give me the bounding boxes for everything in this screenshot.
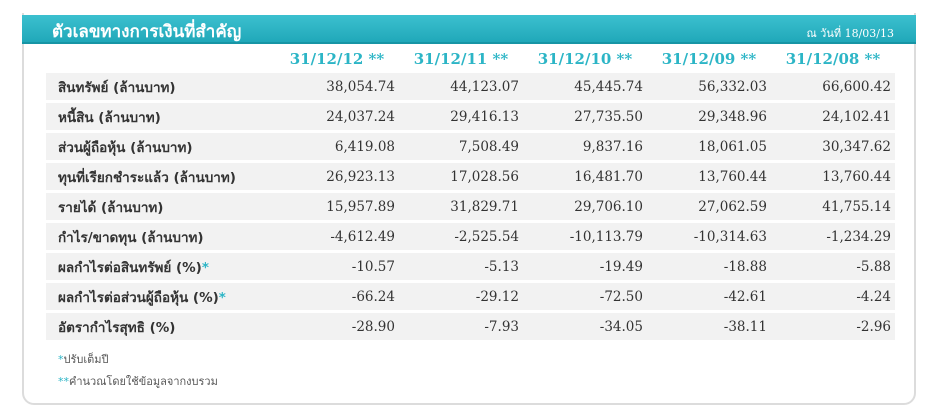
column-header-2012: 31/12/12 **: [289, 50, 385, 68]
row-label-text: ผลกำไรต่อสินทรัพย์ (%): [58, 259, 202, 276]
row-label: รายได้ (ล้านบาท): [46, 193, 275, 220]
value-cell: 29,348.96: [647, 103, 771, 130]
value-cell: -10.57: [275, 253, 399, 280]
row-label-text: ส่วนผู้ถือหุ้น (ล้านบาท): [58, 139, 193, 156]
row-label-text: รายได้ (ล้านบาท): [58, 199, 164, 216]
value-cell: 29,416.13: [399, 103, 523, 130]
footnote-adjusted: *ปรับเต็มปี: [58, 350, 109, 368]
value-cell: -29.12: [399, 283, 523, 310]
row-label: สินทรัพย์ (ล้านบาท): [46, 73, 275, 100]
value-cell: 38,054.74: [275, 73, 399, 100]
footnote-star: *: [201, 259, 209, 276]
value-cell: -10,314.63: [647, 223, 771, 250]
table-row: ส่วนผู้ถือหุ้น (ล้านบาท) 6,419.08 7,508.49…: [46, 133, 895, 160]
value-cell: -34.05: [523, 313, 647, 340]
value-cell: -38.11: [647, 313, 771, 340]
value-cell: 31,829.71: [399, 193, 523, 220]
value-cell: -4.24: [771, 283, 895, 310]
value-cell: 6,419.08: [275, 133, 399, 160]
row-label: ส่วนผู้ถือหุ้น (ล้านบาท): [46, 133, 275, 160]
footnote-star: *: [218, 289, 226, 306]
value-cell: 56,332.03: [647, 73, 771, 100]
table-row: ผลกำไรต่อส่วนผู้ถือหุ้น (%)* -66.24 -29.12…: [46, 283, 895, 310]
footnote-text: ปรับเต็มปี: [63, 353, 109, 366]
value-cell: -28.90: [275, 313, 399, 340]
value-cell: -66.24: [275, 283, 399, 310]
row-label-text: สินทรัพย์ (ล้านบาท): [58, 79, 176, 96]
column-header-2010: 31/12/10 **: [537, 50, 633, 68]
value-cell: 29,706.10: [523, 193, 647, 220]
table-row: กำไร/ขาดทุน (ล้านบาท) -4,612.49 -2,525.54-…: [46, 223, 895, 250]
financial-table: 31/12/12 ** 31/12/11 ** 31/12/10 ** 31/1…: [46, 45, 895, 343]
column-header-2009: 31/12/09 **: [661, 50, 757, 68]
column-header-label: [46, 48, 275, 70]
row-label-text: อัตรากำไรสุทธิ (%): [58, 319, 176, 336]
footnote-consolidated: **คำนวณโดยใช้ข้อมูลจากงบรวม: [58, 372, 218, 390]
value-cell: 66,600.42: [771, 73, 895, 100]
value-cell: -1,234.29: [771, 223, 895, 250]
section-header: ตัวเลขทางการเงินที่สำคัญ ณ วันที่ 18/03/…: [22, 15, 916, 44]
value-cell: -18.88: [647, 253, 771, 280]
as-of-date: ณ วันที่ 18/03/13: [806, 27, 894, 40]
column-header-2008: 31/12/08 **: [785, 50, 881, 68]
value-cell: 45,445.74: [523, 73, 647, 100]
column-header-2011: 31/12/11 **: [413, 50, 509, 68]
table-row: รายได้ (ล้านบาท) 15,957.89 31,829.71 29,706…: [46, 193, 895, 220]
row-label: ทุนที่เรียกชำระแล้ว (ล้านบาท): [46, 163, 275, 190]
value-cell: -4,612.49: [275, 223, 399, 250]
value-cell: 24,037.24: [275, 103, 399, 130]
value-cell: -7.93: [399, 313, 523, 340]
value-cell: 27,735.50: [523, 103, 647, 130]
table-header-row: 31/12/12 ** 31/12/11 ** 31/12/10 ** 31/1…: [46, 48, 895, 70]
table-row: อัตรากำไรสุทธิ (%) -28.90 -7.93 -34.05 -38.1…: [46, 313, 895, 340]
table-row: ทุนที่เรียกชำระแล้ว (ล้านบาท) 26,923.13 17…: [46, 163, 895, 190]
row-label: หนี้สิน (ล้านบาท): [46, 103, 275, 130]
value-cell: -72.50: [523, 283, 647, 310]
row-label-text: หนี้สิน (ล้านบาท): [58, 109, 161, 126]
value-cell: 27,062.59: [647, 193, 771, 220]
value-cell: 7,508.49: [399, 133, 523, 160]
value-cell: 15,957.89: [275, 193, 399, 220]
row-label: ผลกำไรต่อสินทรัพย์ (%)*: [46, 253, 275, 280]
value-cell: 13,760.44: [771, 163, 895, 190]
value-cell: 44,123.07: [399, 73, 523, 100]
table-row: สินทรัพย์ (ล้านบาท) 38,054.74 44,123.07 45,…: [46, 73, 895, 100]
value-cell: 24,102.41: [771, 103, 895, 130]
section-title: ตัวเลขทางการเงินที่สำคัญ: [52, 22, 242, 42]
value-cell: 26,923.13: [275, 163, 399, 190]
row-label: กำไร/ขาดทุน (ล้านบาท): [46, 223, 275, 250]
value-cell: 30,347.62: [771, 133, 895, 160]
value-cell: -5.88: [771, 253, 895, 280]
value-cell: 41,755.14: [771, 193, 895, 220]
row-label-text: กำไร/ขาดทุน (ล้านบาท): [58, 229, 204, 246]
value-cell: 18,061.05: [647, 133, 771, 160]
footnote-mark: *: [58, 353, 64, 366]
table-row: หนี้สิน (ล้านบาท) 24,037.24 29,416.13 27,73…: [46, 103, 895, 130]
row-label-text: ผลกำไรต่อส่วนผู้ถือหุ้น (%): [58, 289, 219, 306]
row-label-text: ทุนที่เรียกชำระแล้ว (ล้านบาท): [58, 169, 236, 186]
table-body: สินทรัพย์ (ล้านบาท) 38,054.74 44,123.07 45,…: [46, 73, 895, 340]
row-label: อัตรากำไรสุทธิ (%): [46, 313, 275, 340]
row-label: ผลกำไรต่อส่วนผู้ถือหุ้น (%)*: [46, 283, 275, 310]
table-row: ผลกำไรต่อสินทรัพย์ (%)* -10.57 -5.13 -19.49…: [46, 253, 895, 280]
value-cell: -42.61: [647, 283, 771, 310]
value-cell: 9,837.16: [523, 133, 647, 160]
value-cell: -2,525.54: [399, 223, 523, 250]
value-cell: 17,028.56: [399, 163, 523, 190]
footnote-text: คำนวณโดยใช้ข้อมูลจากงบรวม: [69, 375, 218, 388]
value-cell: -5.13: [399, 253, 523, 280]
value-cell: -19.49: [523, 253, 647, 280]
value-cell: 16,481.70: [523, 163, 647, 190]
footnote-mark: **: [58, 375, 69, 388]
value-cell: -10,113.79: [523, 223, 647, 250]
value-cell: 13,760.44: [647, 163, 771, 190]
value-cell: -2.96: [771, 313, 895, 340]
